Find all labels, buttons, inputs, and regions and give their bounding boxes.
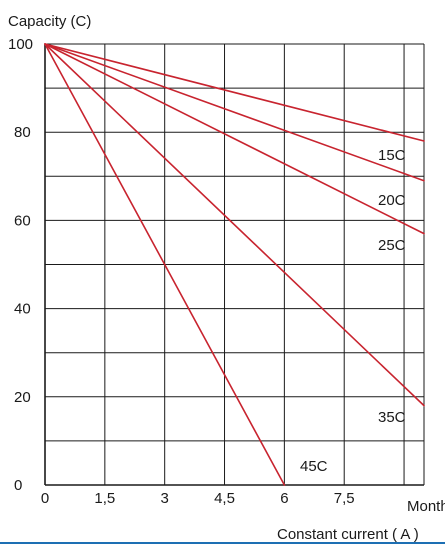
series-label-20c: 20C <box>378 192 406 209</box>
y-tick-label: 60 <box>14 212 31 229</box>
y-axis-label: Capacity (C) <box>8 13 91 30</box>
x-tick-label: 3 <box>161 490 169 507</box>
y-tick-label: 40 <box>14 301 31 318</box>
x-tick-label: 4,5 <box>214 490 235 507</box>
x-axis-label: Constant current ( A ) <box>277 526 419 543</box>
series-line-45c <box>44 43 286 486</box>
series-label-35c: 35C <box>378 409 406 426</box>
y-tick-label: 100 <box>8 36 33 53</box>
series-label-45c: 45C <box>300 458 328 475</box>
x-axis-unit-label: Month <box>407 498 445 515</box>
series-line-35c <box>44 43 425 407</box>
y-tick-label: 20 <box>14 389 31 406</box>
series-line-20c <box>44 43 425 182</box>
y-tick-label: 0 <box>14 477 22 494</box>
series-label-25c: 25C <box>378 237 406 254</box>
y-tick-label: 80 <box>14 124 31 141</box>
series-label-15c: 15C <box>378 147 406 164</box>
grid <box>44 43 425 486</box>
series-line-15c <box>44 43 425 142</box>
series-lines <box>44 43 425 486</box>
x-tick-label: 6 <box>280 490 288 507</box>
labels: Capacity (C) Month Constant current ( A … <box>8 13 445 543</box>
series-line-25c <box>44 43 425 235</box>
x-tick-label: 1,5 <box>94 490 115 507</box>
x-tick-label: 7,5 <box>334 490 355 507</box>
x-tick-label: 0 <box>41 490 49 507</box>
